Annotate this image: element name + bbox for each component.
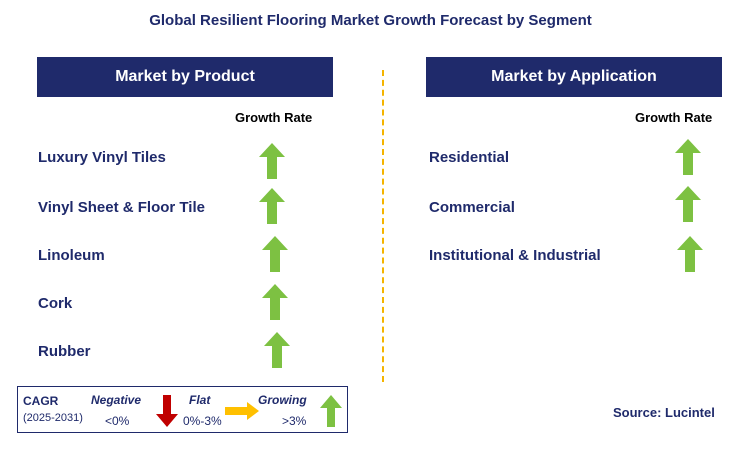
application-growth-rate-label: Growth Rate [635,110,713,125]
legend-cagr-label: CAGR [23,394,59,408]
legend-flat-label: Flat [189,393,211,407]
dashed-divider [382,70,384,382]
product-row-rubber: Rubber [38,343,91,360]
legend-period: (2025-2031) [23,412,83,424]
up-arrow-icon [677,236,703,272]
product-row-linoleum: Linoleum [38,247,105,264]
application-panel-header: Market by Application [426,57,722,97]
application-row-commercial: Commercial [429,199,515,216]
up-arrow-icon [259,143,285,179]
application-row-institutional-industrial: Institutional & Industrial [429,247,601,264]
cagr-legend: CAGR (2025-2031) Negative <0% Flat 0%-3%… [17,386,348,433]
product-row-luxury-vinyl-tiles: Luxury Vinyl Tiles [38,149,166,166]
product-growth-rate-label: Growth Rate [235,110,313,125]
product-row-cork: Cork [38,295,73,312]
up-arrow-icon [320,395,342,427]
legend-growing-range: >3% [282,414,307,428]
legend-growing-label: Growing [258,393,307,407]
up-arrow-icon [264,332,290,368]
up-arrow-icon [675,139,701,175]
up-arrow-icon [675,186,701,222]
chart-title: Global Resilient Flooring Market Growth … [149,12,592,29]
legend-flat-range: 0%-3% [183,414,222,428]
product-row-vinyl-sheet-floor-tile: Vinyl Sheet & Floor Tile [38,199,205,216]
up-arrow-icon [262,284,288,320]
up-arrow-icon [259,188,285,224]
down-arrow-icon [156,395,178,427]
legend-negative-range: <0% [105,414,130,428]
source-label: Source: Lucintel [613,405,715,420]
right-arrow-icon [225,402,259,420]
legend-negative-label: Negative [91,393,142,407]
product-panel-header: Market by Product [37,57,333,97]
application-row-residential: Residential [429,149,510,166]
up-arrow-icon [262,236,288,272]
